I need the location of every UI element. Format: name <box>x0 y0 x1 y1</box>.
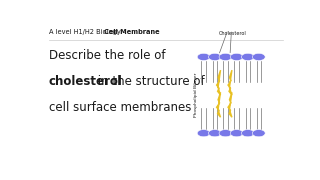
Polygon shape <box>217 92 220 117</box>
Circle shape <box>252 130 265 137</box>
Polygon shape <box>228 92 232 117</box>
Circle shape <box>252 53 265 60</box>
Circle shape <box>208 130 221 137</box>
Text: cell surface membranes: cell surface membranes <box>49 101 191 114</box>
Text: A level H1/H2 Biology -: A level H1/H2 Biology - <box>49 29 129 35</box>
Text: cholesterol: cholesterol <box>49 75 123 88</box>
Circle shape <box>241 53 254 60</box>
Circle shape <box>230 53 243 60</box>
Circle shape <box>230 130 243 137</box>
Circle shape <box>219 53 232 60</box>
Polygon shape <box>217 70 220 95</box>
Text: Phospholipid Bilayer: Phospholipid Bilayer <box>194 73 198 117</box>
Circle shape <box>197 53 210 60</box>
Circle shape <box>241 130 254 137</box>
Circle shape <box>219 130 232 137</box>
Text: Cell Membrane: Cell Membrane <box>104 29 160 35</box>
Text: in the structure of: in the structure of <box>94 75 204 88</box>
Circle shape <box>208 53 221 60</box>
Polygon shape <box>228 70 232 95</box>
Text: Cholesterol: Cholesterol <box>218 31 246 36</box>
Text: Describe the role of: Describe the role of <box>49 49 165 62</box>
Circle shape <box>197 130 210 137</box>
